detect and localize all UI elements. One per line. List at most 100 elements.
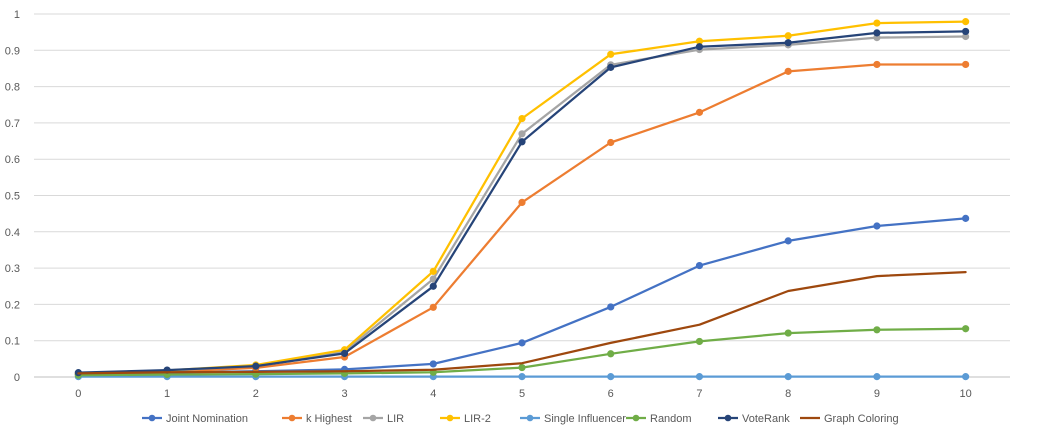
data-point [340,349,349,358]
data-point [784,32,792,40]
y-tick-label: 0.8 [5,82,20,94]
data-point [695,108,704,116]
legend-entry: VoteRank [718,413,790,425]
data-point [873,373,881,381]
legend-label: Single Influencer [544,413,626,425]
data-point [518,339,526,347]
series-lines [74,18,970,381]
legend-entry: Single Influencer [520,413,626,425]
x-tick-label: 3 [341,388,347,400]
data-point [784,39,792,47]
x-tick-label: 2 [253,388,259,400]
legend-label: k Highest [306,413,352,425]
data-point [695,373,704,381]
axes: 00.10.20.30.40.50.60.70.80.910 1 2 3 4 5 6 7 8 9 1… [5,9,1010,400]
data-point [429,267,437,275]
x-tick-label: 9 [874,388,880,400]
legend-entry: Random [626,413,692,425]
series-graph-coloring [77,270,967,375]
data-point [873,60,881,69]
data-point [607,303,615,311]
data-point [873,19,881,27]
legend-marker [724,414,732,422]
data-point [429,303,437,311]
series-line [77,63,967,376]
legend-entry: k Highest [282,413,352,425]
legend-marker [148,414,156,422]
series-k-highest [74,60,970,378]
data-point [962,214,970,222]
series-line [77,270,967,375]
y-tick-label: 0.1 [5,336,20,348]
y-tick-label: 0 [14,372,20,384]
data-point [873,222,881,230]
data-point [962,325,970,333]
y-tick-label: 0.2 [5,299,20,311]
legend-entry: LIR-2 [440,413,491,425]
x-tick-label: 5 [519,388,525,400]
data-point [429,360,437,368]
data-point [784,373,792,381]
data-point [695,43,704,51]
series-lir-2 [74,18,970,377]
data-point [518,114,526,123]
legend-label: VoteRank [742,413,790,425]
data-point [607,50,615,58]
data-point [518,138,526,146]
legend-marker [446,414,454,422]
data-point [607,350,615,358]
series-line [77,20,967,375]
series-voterank [74,27,970,377]
legend-entry: Graph Coloring [800,413,899,425]
legend-label: Graph Coloring [824,413,899,425]
series-joint-nomination [74,214,970,378]
x-tick-label: 8 [785,388,791,400]
y-tick-label: 0.7 [5,118,20,130]
legend-marker [369,414,377,422]
y-tick-label: 0.3 [5,263,20,275]
data-point [873,29,881,37]
x-tick-label: 6 [608,388,614,400]
data-point [962,18,970,26]
data-point [962,27,970,36]
legend-label: Random [650,413,692,425]
data-point [695,261,704,270]
data-point [695,337,704,346]
legend-marker [288,414,296,422]
legend-marker [526,414,534,422]
legend-marker [632,414,640,422]
legend-entry: Joint Nomination [142,413,248,425]
y-tick-label: 0.5 [5,191,20,203]
x-tick-label: 7 [696,388,702,400]
series-line [77,217,967,376]
y-tick-label: 1 [14,9,20,21]
legend-entry: LIR [363,413,404,425]
y-tick-label: 0.4 [5,227,20,239]
data-point [873,326,881,334]
legend-label: Joint Nomination [166,413,248,425]
y-tick-label: 0.9 [5,45,20,57]
data-point [784,237,792,245]
x-tick-label: 0 [75,388,81,400]
data-point [607,63,615,71]
data-point [518,130,526,138]
y-tick-label: 0.6 [5,154,20,166]
data-point [962,60,970,69]
data-point [784,67,792,75]
x-tick-label: 1 [164,388,170,400]
legend: Joint Nomination k Highest LIR LIR-2 Single … [142,413,899,425]
data-point [784,329,792,337]
data-point [962,373,970,381]
data-point [607,373,615,381]
data-point [607,138,615,147]
legend-label: LIR [387,413,404,425]
data-point [518,198,526,206]
x-tick-label: 10 [960,388,972,400]
legend-label: LIR-2 [464,413,491,425]
gridlines [34,13,1010,342]
data-point [252,362,260,370]
data-point [518,373,526,381]
x-tick-label: 4 [430,388,436,400]
